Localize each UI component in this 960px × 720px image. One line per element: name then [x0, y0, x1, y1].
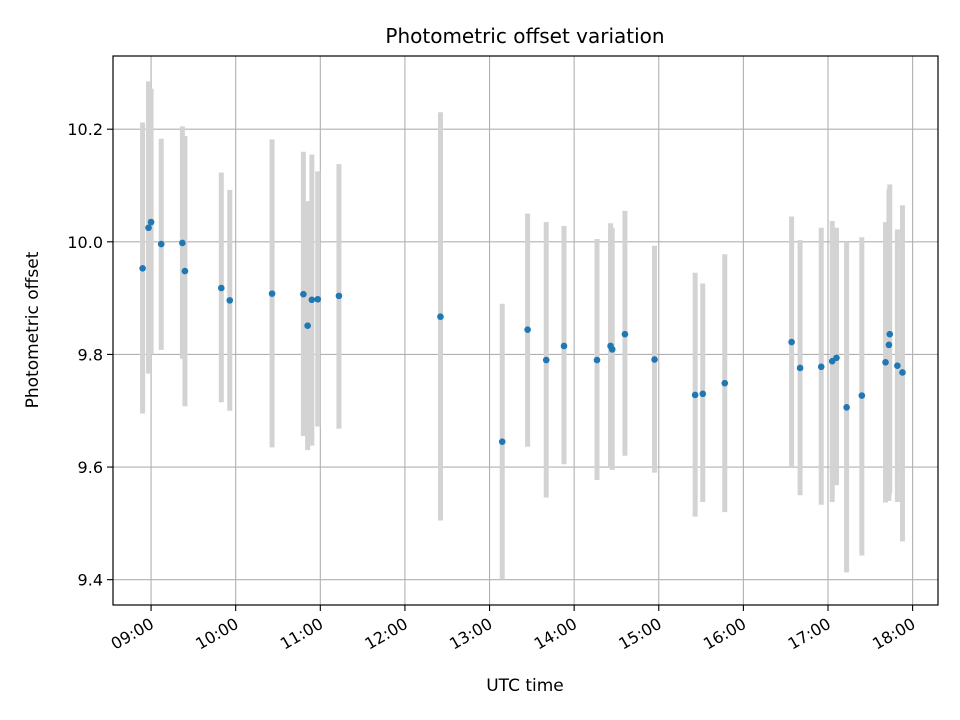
- chart-title: Photometric offset variation: [385, 24, 664, 48]
- data-point: [691, 391, 699, 399]
- x-tick-label: 17:00: [785, 614, 834, 654]
- data-point: [437, 313, 444, 321]
- data-point: [796, 364, 804, 372]
- data-point: [145, 224, 152, 232]
- data-points: [139, 218, 906, 446]
- data-point: [608, 346, 616, 353]
- data-point: [885, 341, 893, 349]
- x-tick-label: 13:00: [446, 614, 495, 654]
- data-point: [498, 438, 506, 446]
- data-point: [181, 267, 189, 275]
- plot-frame: [112, 55, 939, 606]
- y-tick-label: 9.4: [78, 571, 103, 590]
- y-axis-title: Photometric offset: [23, 251, 43, 408]
- data-point: [157, 240, 165, 248]
- x-tick-label: 18:00: [869, 614, 918, 654]
- data-point: [899, 369, 906, 376]
- data-point: [314, 295, 322, 303]
- x-tick-label: 10:00: [192, 614, 241, 654]
- data-point: [308, 296, 316, 304]
- data-point: [621, 330, 629, 338]
- x-tick-label: 11:00: [277, 614, 326, 654]
- x-tick-label: 12:00: [361, 614, 410, 654]
- data-point: [524, 326, 531, 333]
- error-bars: [140, 81, 905, 580]
- y-tick-label: 9.8: [78, 345, 103, 364]
- data-point: [843, 404, 850, 411]
- data-point: [894, 362, 901, 369]
- data-point: [304, 322, 311, 330]
- data-point: [335, 292, 343, 300]
- x-tick-label: 14:00: [531, 614, 580, 654]
- data-point: [651, 356, 658, 363]
- y-tick-label: 9.6: [78, 458, 103, 477]
- x-tick-label: 16:00: [700, 614, 749, 654]
- data-point: [300, 290, 307, 298]
- x-tick-label: 15:00: [615, 614, 664, 654]
- data-point: [542, 356, 550, 364]
- data-point: [268, 290, 276, 297]
- data-point: [788, 338, 795, 346]
- data-point: [882, 359, 889, 366]
- y-tick-label: 10.0: [67, 233, 103, 252]
- data-point: [560, 342, 568, 350]
- data-point: [721, 379, 729, 387]
- data-point: [226, 297, 234, 304]
- x-tick-label: 09:00: [108, 614, 157, 654]
- data-point: [179, 239, 186, 247]
- data-point: [699, 390, 707, 398]
- data-point: [858, 392, 866, 399]
- data-point: [139, 264, 146, 272]
- data-point: [593, 356, 601, 364]
- data-point: [218, 284, 225, 292]
- y-tick-label: 10.2: [67, 120, 103, 139]
- data-point: [147, 218, 155, 226]
- x-axis-title: UTC time: [486, 676, 564, 696]
- data-point: [817, 363, 825, 371]
- data-point: [833, 354, 840, 362]
- data-point: [886, 330, 894, 338]
